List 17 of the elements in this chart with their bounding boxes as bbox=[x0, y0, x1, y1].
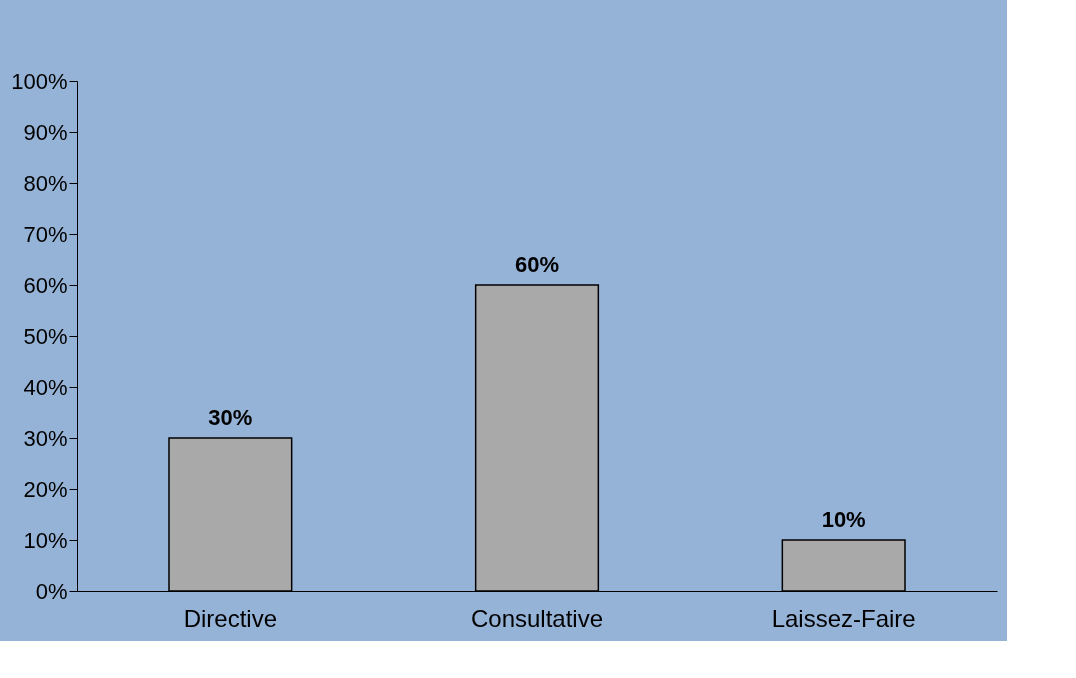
x-tick-label: Laissez-Faire bbox=[771, 604, 916, 632]
y-tick-label: 90% bbox=[23, 119, 68, 145]
x-tick-label: Directive bbox=[183, 604, 278, 632]
y-tick-label: 0% bbox=[35, 578, 68, 604]
y-tick-label: 80% bbox=[23, 170, 68, 196]
y-tick-label: 70% bbox=[23, 221, 68, 247]
data-label: 10% bbox=[821, 507, 866, 532]
y-tick-label: 10% bbox=[23, 527, 68, 553]
data-label: 60% bbox=[514, 252, 560, 277]
y-tick-label: 100% bbox=[11, 68, 68, 94]
y-tick-label: 40% bbox=[23, 374, 68, 400]
y-tick-label: 50% bbox=[23, 323, 68, 349]
y-tick-label: 60% bbox=[23, 272, 68, 298]
x-tick-label: Consultative bbox=[470, 604, 604, 632]
y-tick-label: 20% bbox=[23, 476, 68, 502]
data-label: 30% bbox=[208, 405, 253, 430]
y-tick-label: 30% bbox=[23, 425, 68, 451]
